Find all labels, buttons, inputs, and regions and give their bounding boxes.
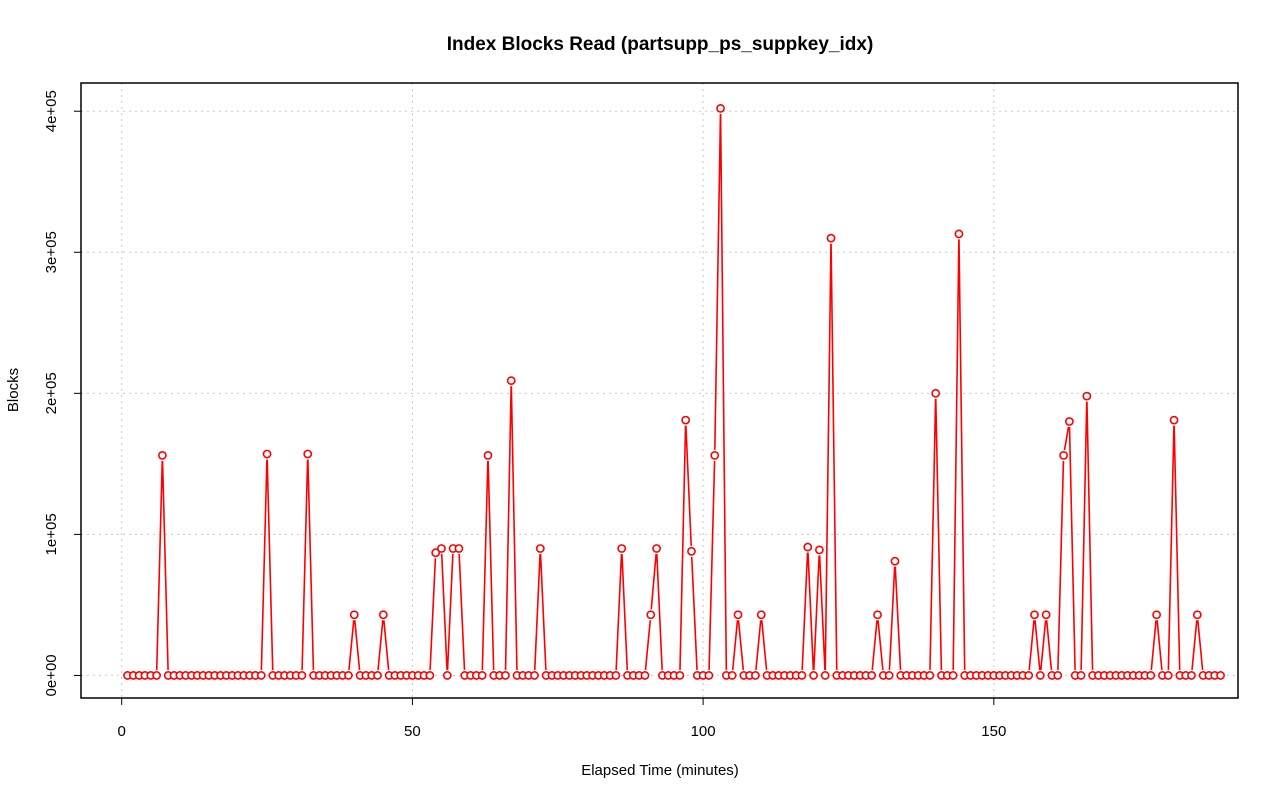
data-point [157, 450, 167, 460]
x-tick-label: 50 [404, 723, 421, 740]
data-point [501, 671, 510, 680]
data-point [1187, 671, 1196, 680]
chart-title: Index Blocks Read (partsupp_ps_suppkey_i… [447, 34, 874, 55]
data-point [535, 544, 545, 553]
data-point [646, 610, 656, 620]
x-tick-label: 150 [981, 723, 1006, 740]
y-tick-label: 3e+05 [43, 231, 60, 273]
data-point [797, 671, 807, 680]
data-point [1082, 391, 1092, 401]
data-point [751, 671, 760, 680]
data-point [716, 103, 725, 113]
data-point [873, 610, 882, 620]
data-point [530, 671, 539, 680]
x-tick-label: 0 [118, 723, 126, 740]
data-point [704, 671, 714, 680]
data-point [303, 449, 313, 459]
data-point [431, 548, 441, 558]
data-point [1216, 671, 1225, 680]
data-point [1064, 417, 1074, 426]
data-point [1076, 671, 1086, 680]
y-axis: 0e+00 1e+05 2e+05 3e+05 4e+05 [43, 90, 82, 697]
y-tick-label: 4e+05 [43, 90, 60, 132]
data-point [675, 671, 685, 680]
grid [81, 83, 1238, 698]
data-point [297, 671, 307, 680]
data-point [1035, 671, 1045, 680]
x-tick-label: 100 [691, 723, 716, 740]
data-point [809, 671, 818, 680]
data-point [1041, 610, 1051, 620]
data-point [437, 544, 446, 553]
data-point [1192, 610, 1202, 620]
data-point [710, 450, 720, 460]
data-point [652, 544, 661, 553]
data-point [262, 449, 272, 459]
data-point [373, 671, 382, 680]
data-point [617, 544, 627, 553]
data-point [454, 544, 464, 553]
y-tick-label: 2e+05 [43, 372, 60, 414]
data-point [948, 671, 958, 680]
data-point [506, 376, 516, 386]
data-point [890, 556, 900, 566]
data-point [1163, 671, 1173, 680]
data-point [477, 671, 487, 680]
data-point [756, 610, 766, 620]
data-point [884, 671, 894, 680]
data-point [256, 671, 266, 680]
data-point [1169, 415, 1179, 425]
data-point [867, 671, 877, 680]
data-point [925, 671, 935, 680]
data-point [814, 545, 824, 555]
data-point [152, 671, 161, 680]
data-point [954, 229, 964, 239]
x-axis: 0 50 100 150 [118, 697, 1006, 740]
series-line [155, 113, 1204, 671]
data-point [349, 610, 359, 620]
data-point [1024, 671, 1034, 680]
data-point [931, 388, 941, 398]
data-point [640, 671, 650, 680]
data-point [442, 671, 452, 680]
y-tick-label: 0e+00 [43, 654, 60, 696]
data-point [727, 671, 737, 680]
data-point [425, 671, 435, 680]
data-point [378, 610, 388, 620]
data-point [733, 610, 743, 620]
data-point [344, 671, 353, 680]
x-axis-label: Elapsed Time (minutes) [581, 762, 739, 779]
y-axis-label: Blocks [5, 368, 22, 412]
data-point [681, 415, 691, 425]
data-point [1146, 671, 1156, 680]
data-point [611, 671, 621, 680]
data-point [483, 450, 493, 460]
series-layer [123, 103, 1225, 680]
data-point [820, 671, 830, 680]
data-point [1152, 610, 1161, 620]
data-point [1053, 671, 1063, 680]
data-point [1030, 610, 1039, 620]
data-point [1059, 450, 1068, 460]
data-point [687, 546, 696, 556]
y-tick-label: 1e+05 [43, 513, 60, 555]
data-point [826, 233, 836, 243]
data-point [803, 542, 813, 552]
